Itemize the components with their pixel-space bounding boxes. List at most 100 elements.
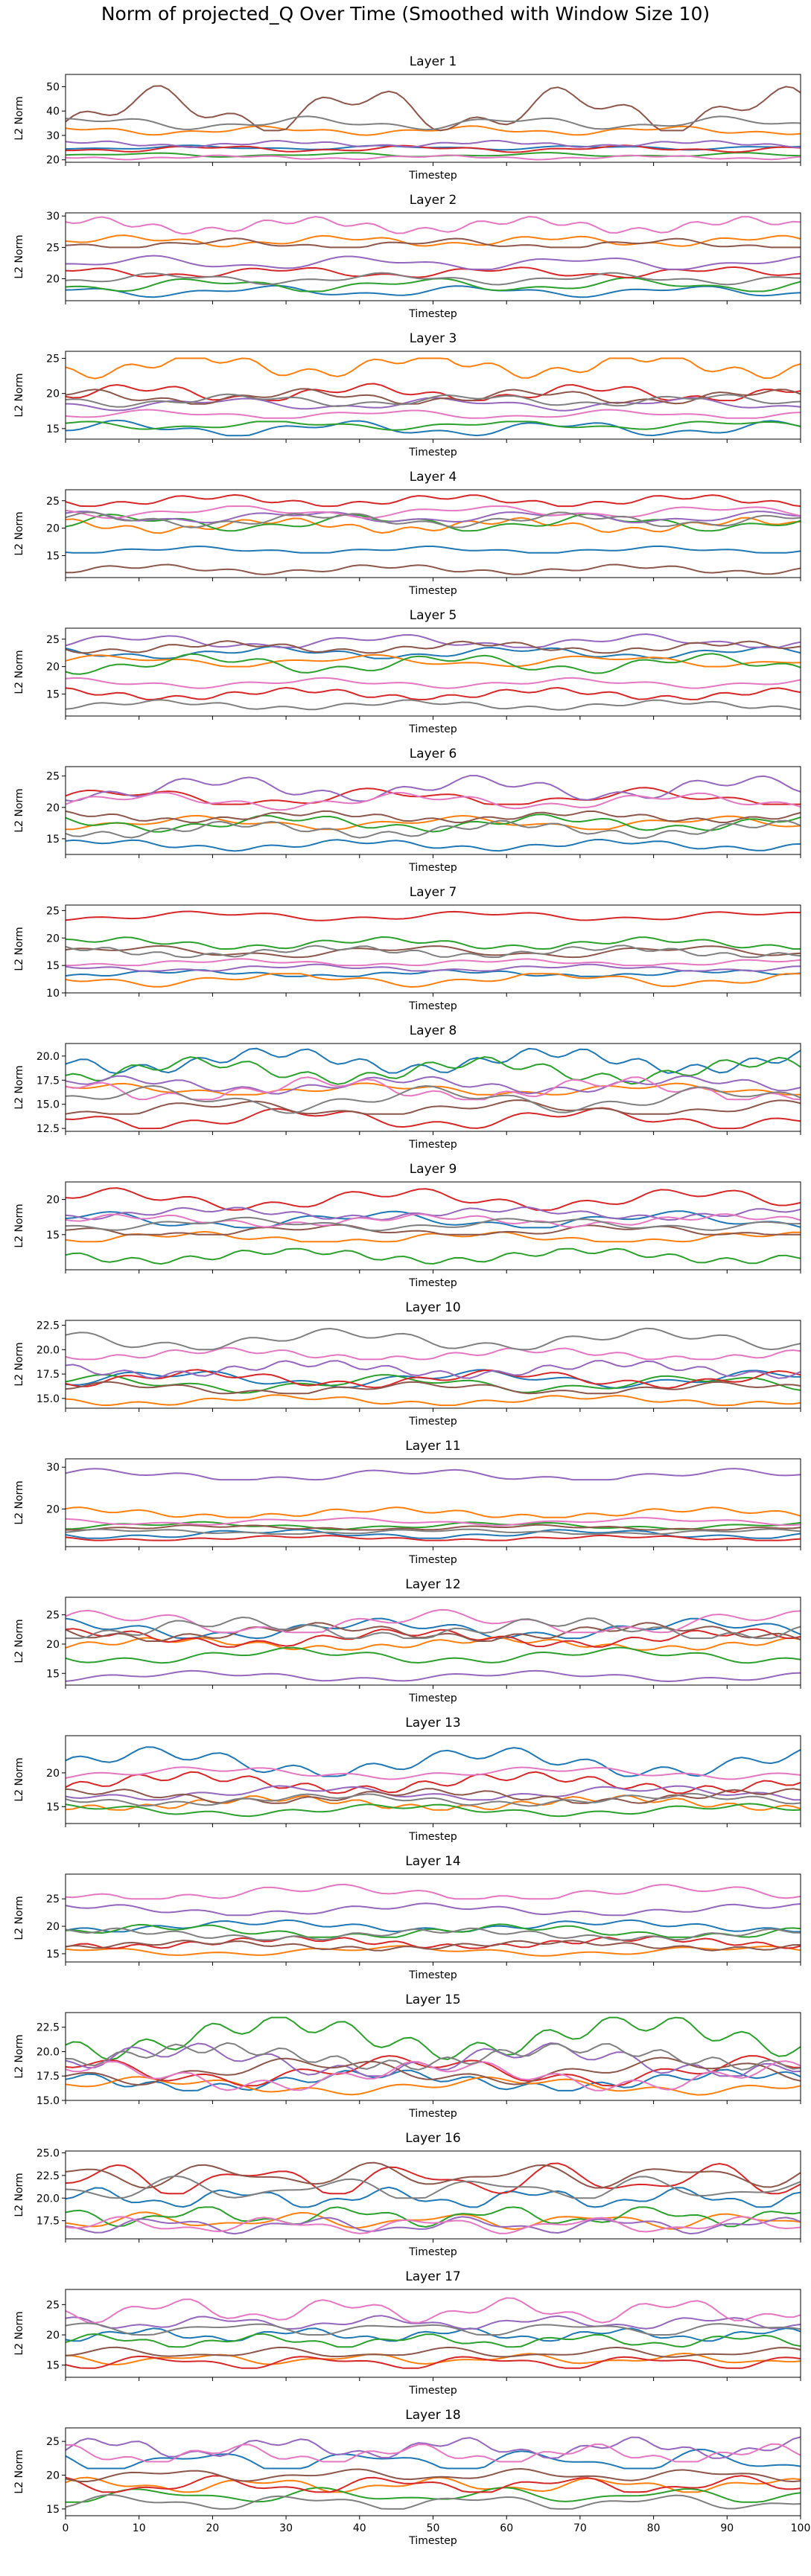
y-axis-label: L2 Norm — [13, 96, 25, 140]
chart-layer-11: Layer 11 20 30 Timestep L2 Norm — [13, 1439, 801, 1566]
series-line-5 — [65, 511, 801, 524]
series-line-5 — [65, 963, 801, 972]
y-tick-label: 25 — [46, 353, 60, 365]
series-line-1 — [65, 2448, 801, 2470]
series-line-3 — [65, 1803, 801, 1818]
y-tick-label: 17.5 — [36, 2071, 60, 2083]
chart-layer-15: Layer 15 15.0 17.5 20.0 22.5 Timestep L2 Norm — [13, 1992, 801, 2120]
chart-title: Layer 8 — [410, 1023, 457, 1038]
chart-title: Layer 10 — [405, 1300, 460, 1315]
chart-title: Layer 11 — [405, 1439, 460, 1454]
chart-title: Layer 4 — [410, 470, 457, 485]
series-line-1 — [65, 419, 801, 437]
chart-layer-2: Layer 2 20 25 30 Timestep L2 Norm — [13, 193, 801, 320]
series-line-6 — [65, 1099, 801, 1115]
y-tick-label: 12.5 — [36, 1123, 60, 1135]
series-line-4 — [65, 2475, 801, 2493]
series-line-7 — [65, 1213, 801, 1228]
series-line-5 — [65, 1075, 801, 1095]
x-tick-label: 20 — [206, 2522, 219, 2534]
series-line-5 — [65, 1785, 801, 1801]
series-line-8 — [65, 272, 801, 286]
series-line-6 — [65, 2161, 801, 2189]
series-line-8 — [65, 1216, 801, 1232]
chart-title: Layer 14 — [405, 1854, 460, 1869]
y-tick-label: 25 — [46, 1893, 60, 1905]
series-line-3 — [65, 1373, 801, 1394]
series-line-1 — [65, 1210, 801, 1229]
x-axis-label: Timestep — [408, 1416, 457, 1428]
series-line-5 — [65, 255, 801, 270]
y-tick-label: 20.0 — [36, 1051, 60, 1063]
series-line-3 — [65, 1055, 801, 1085]
series-line-1 — [65, 838, 801, 852]
x-axis-label: Timestep — [408, 2535, 457, 2547]
y-tick-label: 25 — [46, 2299, 60, 2311]
chart-layer-14: Layer 14 15 20 25 Timestep L2 Norm — [13, 1854, 801, 1981]
series-line-6 — [65, 2056, 801, 2086]
series-line-6 — [65, 1940, 801, 1952]
series-line-5 — [65, 1360, 801, 1379]
figure-title: Norm of projected_Q Over Time (Smoothed … — [101, 3, 710, 25]
series-line-6 — [65, 237, 801, 249]
y-tick-label: 17.5 — [36, 2216, 60, 2228]
x-axis-label: Timestep — [408, 1554, 457, 1566]
chart-layer-6: Layer 6 15 20 25 Timestep L2 Norm — [13, 747, 801, 874]
series-line-7 — [65, 505, 801, 520]
series-line-8 — [65, 1327, 801, 1351]
series-line-4 — [65, 1935, 801, 1949]
x-tick-label: 60 — [500, 2522, 513, 2534]
series-line-3 — [65, 513, 801, 532]
y-tick-label: 50 — [46, 81, 60, 93]
y-tick-label: 20.0 — [36, 1344, 60, 1356]
series-line-6 — [65, 1622, 801, 1642]
chart-title: Layer 1 — [410, 54, 457, 69]
y-tick-label: 10 — [46, 988, 60, 1000]
series-line-3 — [65, 653, 801, 675]
chart-layer-8: Layer 8 12.5 15.0 17.5 20.0 Timestep L2 Norm — [13, 1023, 801, 1151]
y-tick-label: 15 — [46, 551, 60, 563]
series-line-5 — [65, 1902, 801, 1917]
series-line-1 — [65, 545, 801, 554]
chart-layer-5: Layer 5 15 20 25 Timestep L2 Norm — [13, 608, 801, 735]
x-tick-label: 0 — [63, 2522, 69, 2534]
series-line-2 — [65, 234, 801, 248]
y-tick-label: 25.0 — [36, 2147, 60, 2159]
series-line-8 — [65, 1792, 801, 1807]
series-line-6 — [65, 640, 801, 654]
y-tick-label: 20 — [46, 1921, 60, 1933]
series-line-7 — [66, 958, 801, 967]
series-line-7 — [65, 2443, 801, 2463]
series-line-5 — [65, 2216, 801, 2235]
series-line-6 — [65, 2467, 801, 2483]
series-line-5 — [65, 1206, 801, 1221]
series-line-3 — [65, 1247, 801, 1265]
y-tick-label: 15 — [46, 1801, 60, 1813]
series-line-6 — [65, 810, 801, 824]
y-axis-label: L2 Norm — [13, 1342, 25, 1386]
x-axis-label: Timestep — [408, 862, 457, 874]
x-axis-label: Timestep — [408, 2385, 457, 2397]
plot-frame — [65, 1320, 801, 1409]
y-tick-label: 22.5 — [36, 1320, 60, 1332]
y-tick-label: 15.0 — [36, 2095, 60, 2107]
y-axis-label: L2 Norm — [13, 1757, 25, 1801]
series-line-3 — [65, 936, 801, 950]
chart-title: Layer 7 — [410, 885, 457, 900]
series-line-6 — [65, 85, 801, 132]
series-line-5 — [65, 2315, 801, 2330]
y-tick-label: 20 — [46, 1639, 60, 1651]
y-axis-label: L2 Norm — [13, 373, 25, 417]
series-line-1 — [65, 284, 801, 298]
x-tick-label: 10 — [133, 2522, 146, 2534]
y-tick-label: 20 — [46, 274, 60, 286]
series-line-8 — [65, 393, 801, 408]
chart-title: Layer 12 — [405, 1577, 460, 1592]
x-axis-label: Timestep — [408, 1139, 457, 1151]
series-line-3 — [65, 814, 801, 833]
chart-title: Layer 9 — [410, 1162, 457, 1177]
plot-frame — [65, 489, 801, 578]
chart-layer-4: Layer 4 15 20 25 Timestep L2 Norm — [13, 470, 801, 597]
series-line-2 — [65, 1394, 801, 1407]
chart-layer-17: Layer 17 15 20 25 Timestep L2 Norm — [13, 2269, 801, 2397]
